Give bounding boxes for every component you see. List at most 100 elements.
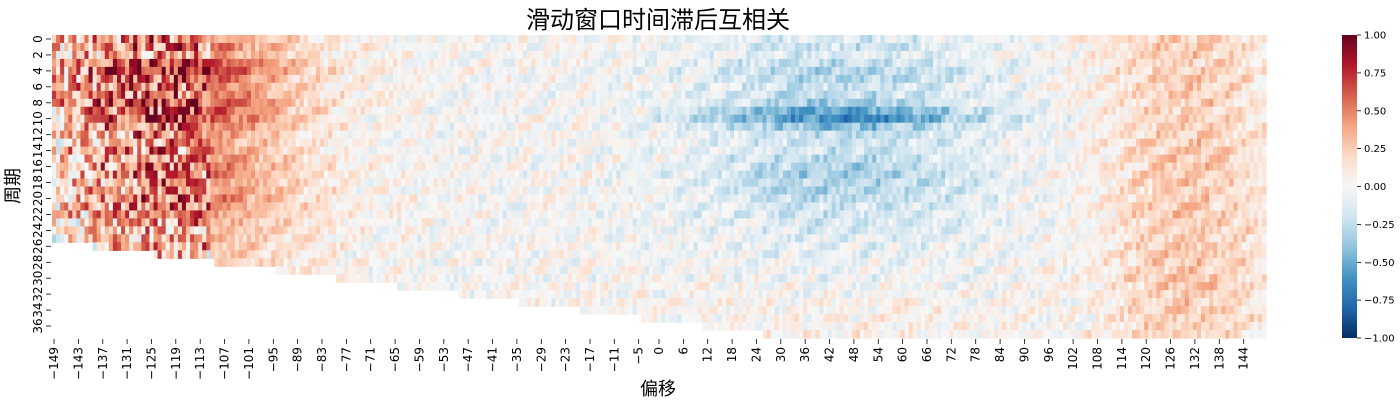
heatmap-cell [486, 42, 492, 52]
heatmap-cell [384, 90, 390, 100]
heatmap-cell [234, 106, 240, 116]
heatmap-cell [543, 154, 548, 164]
heatmap-cell [319, 35, 325, 44]
heatmap-cell [563, 82, 569, 92]
heatmap-cell [1152, 146, 1157, 156]
heatmap-cell [920, 35, 926, 44]
heatmap-cell [88, 130, 94, 140]
heatmap-cell [1184, 82, 1190, 92]
heatmap-cell [920, 122, 926, 132]
heatmap-cell [864, 42, 869, 52]
heatmap-cell [234, 66, 240, 76]
heatmap-cell [458, 154, 463, 164]
heatmap-cell [129, 114, 134, 124]
heatmap-cell [977, 122, 983, 132]
heatmap-cell [1058, 66, 1064, 76]
heatmap-cell [429, 82, 435, 92]
heatmap-cell [738, 50, 743, 60]
heatmap-cell [725, 90, 731, 100]
heatmap-cell [896, 50, 902, 60]
heatmap-cell [778, 98, 784, 108]
heatmap-cell [104, 98, 110, 108]
heatmap-cell [1132, 122, 1137, 132]
heatmap-cell [811, 50, 816, 60]
heatmap-cell [600, 74, 605, 84]
heatmap-cell [498, 74, 504, 84]
heatmap-cell [575, 58, 581, 68]
heatmap-cell [583, 74, 589, 84]
heatmap-cell [332, 130, 337, 140]
heatmap-cell [778, 82, 784, 92]
heatmap-cell [547, 35, 552, 44]
heatmap-cell [880, 82, 885, 92]
heatmap-cell [1010, 35, 1015, 44]
heatmap-cell [855, 162, 861, 172]
heatmap-cell [502, 106, 508, 116]
heatmap-cell [116, 130, 122, 140]
heatmap-cell [579, 98, 585, 108]
heatmap-cell [409, 106, 414, 116]
heatmap-cell [1160, 138, 1166, 148]
heatmap-cell [482, 138, 488, 148]
heatmap-cell [401, 42, 406, 52]
heatmap-cell [384, 130, 390, 140]
heatmap-cell [295, 42, 301, 52]
heatmap-cell [681, 162, 686, 172]
heatmap-cell [754, 146, 760, 156]
heatmap-cell [88, 90, 94, 100]
heatmap-cell [129, 82, 134, 92]
heatmap-cell [133, 74, 138, 84]
heatmap-cell [218, 42, 224, 52]
heatmap-cell [116, 98, 122, 108]
heatmap-cell [137, 146, 142, 156]
heatmap-cell [571, 98, 577, 108]
heatmap-cell [835, 58, 841, 68]
heatmap-cell [1038, 74, 1044, 84]
heatmap-cell [267, 35, 272, 44]
heatmap-cell [1209, 74, 1214, 84]
heatmap-cell [149, 58, 155, 68]
heatmap-cell [56, 90, 61, 100]
heatmap-cell [185, 138, 191, 148]
heatmap-cell [685, 98, 691, 108]
heatmap-cell [364, 98, 370, 108]
heatmap-cell [64, 114, 69, 124]
heatmap-cell [56, 82, 61, 92]
heatmap-cell [68, 106, 73, 116]
heatmap-cell [1192, 58, 1198, 68]
heatmap-cell [551, 138, 557, 148]
heatmap-cell [912, 154, 918, 164]
heatmap-cell [1249, 58, 1255, 68]
heatmap-cell [486, 74, 492, 84]
heatmap-cell [242, 82, 248, 92]
heatmap-cell [1046, 66, 1052, 76]
heatmap-cell [324, 138, 329, 148]
heatmap-cell [470, 74, 475, 84]
heatmap-cell [583, 162, 589, 172]
heatmap-cell [1201, 58, 1206, 68]
heatmap-cell [604, 50, 609, 60]
heatmap-cell [795, 42, 800, 52]
heatmap-cell [953, 98, 959, 108]
heatmap-cell [543, 58, 548, 68]
heatmap-cell [758, 162, 764, 172]
heatmap-cell [628, 154, 634, 164]
heatmap-cell [892, 122, 898, 132]
heatmap-cell [348, 66, 354, 76]
heatmap-cell [933, 42, 938, 52]
heatmap-cell [121, 50, 126, 60]
heatmap-cell [141, 58, 146, 68]
heatmap-cell [287, 130, 293, 140]
heatmap-cell [283, 42, 289, 52]
heatmap-cell [766, 138, 772, 148]
heatmap-cell [502, 130, 508, 140]
heatmap-cell [267, 82, 272, 92]
heatmap-cell [60, 66, 65, 76]
heatmap-cell [535, 162, 540, 172]
heatmap-cell [453, 122, 459, 132]
heatmap-cell [1140, 58, 1145, 68]
heatmap-cell [876, 138, 881, 148]
heatmap-cell [190, 90, 195, 100]
heatmap-cell [1201, 146, 1206, 156]
heatmap-cell [332, 146, 337, 156]
